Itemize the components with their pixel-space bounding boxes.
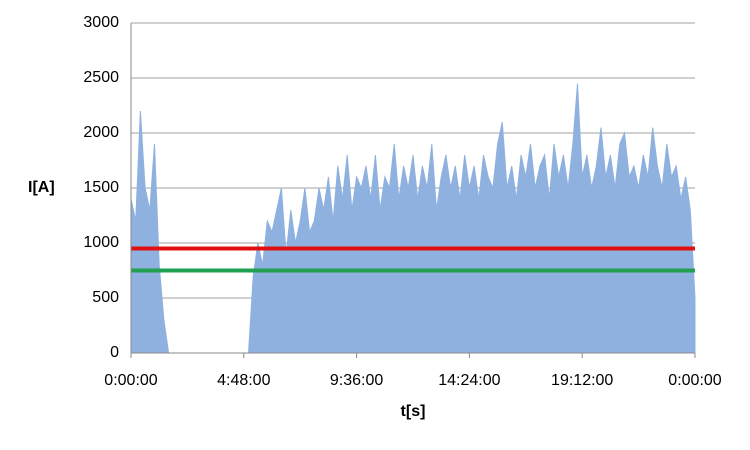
x-axis-title: t[s] — [401, 403, 426, 420]
y-tick-label: 2000 — [83, 124, 119, 141]
y-tick-label: 2500 — [83, 69, 119, 86]
y-tick-label: 3000 — [83, 14, 119, 31]
x-tick-label: 14:24:00 — [438, 372, 500, 389]
y-tick-label: 0 — [110, 344, 119, 361]
x-tick-label: 4:48:00 — [217, 372, 270, 389]
x-tick-label: 19:12:00 — [551, 372, 613, 389]
x-tick-label: 9:36:00 — [330, 372, 383, 389]
area — [130, 83, 696, 354]
y-axis-title: I[A] — [28, 179, 55, 196]
x-tick-label: 0:00:00 — [104, 372, 157, 389]
y-tick-label: 1500 — [83, 179, 119, 196]
x-tick-label: 0:00:00 — [668, 372, 721, 389]
y-tick-label: 1000 — [83, 234, 119, 251]
y-tick-label: 500 — [92, 289, 119, 306]
